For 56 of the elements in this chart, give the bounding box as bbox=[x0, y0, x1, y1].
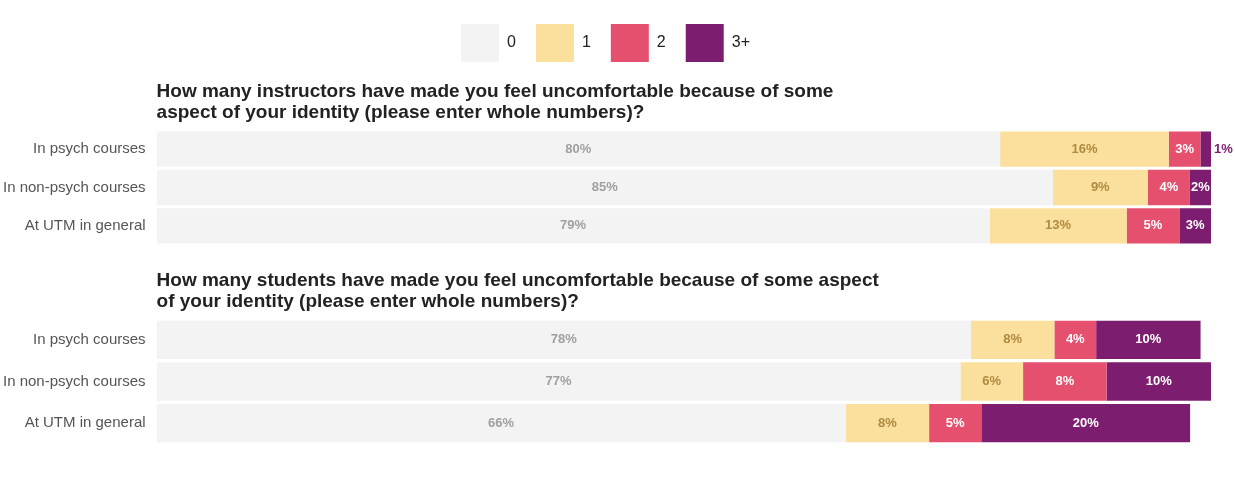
legend-label: 2 bbox=[656, 33, 666, 51]
bar bbox=[1023, 362, 1107, 401]
data-label: 5% bbox=[1143, 217, 1163, 233]
bar bbox=[970, 320, 1055, 359]
data-label: 85% bbox=[591, 179, 619, 195]
y-tick-label: In psych courses bbox=[33, 329, 146, 347]
data-label: 8% bbox=[1003, 331, 1023, 347]
bar bbox=[156, 362, 961, 401]
data-label: 6% bbox=[982, 373, 1002, 389]
bar bbox=[960, 362, 1024, 401]
bar bbox=[1052, 169, 1148, 206]
data-label: 13% bbox=[1045, 217, 1072, 233]
bar bbox=[1200, 131, 1211, 167]
chart-title: How many instructors have made you feel uncomfortable because of some aspect of your identity (please enter whole numbers)? bbox=[156, 80, 834, 122]
bar bbox=[1096, 320, 1201, 359]
data-label: 2% bbox=[1191, 179, 1211, 195]
data-label: 78% bbox=[550, 331, 578, 347]
legend-label: 1 bbox=[581, 33, 591, 51]
bar bbox=[989, 208, 1127, 244]
data-label: 8% bbox=[1055, 373, 1075, 389]
bar bbox=[1106, 362, 1211, 401]
data-label: 1% bbox=[1214, 140, 1234, 156]
data-label: 4% bbox=[1065, 331, 1086, 347]
legend-label: 0 bbox=[507, 33, 517, 51]
y-tick-label: In non-psych courses bbox=[3, 371, 146, 389]
data-label: 79% bbox=[560, 217, 587, 233]
bar bbox=[1126, 208, 1180, 244]
data-label: 16% bbox=[1071, 140, 1098, 156]
bar bbox=[156, 131, 1001, 167]
bar bbox=[1147, 169, 1190, 206]
bar bbox=[156, 320, 971, 359]
y-tick-label: At UTM in general bbox=[24, 215, 146, 233]
data-label: 9% bbox=[1090, 179, 1111, 195]
bar bbox=[156, 208, 990, 244]
bar bbox=[929, 404, 982, 443]
data-label: 77% bbox=[545, 373, 572, 389]
bar bbox=[1054, 320, 1097, 359]
data-label: 8% bbox=[877, 414, 898, 430]
data-label: 10% bbox=[1145, 373, 1173, 389]
data-label: 3% bbox=[1175, 140, 1195, 156]
data-label: 66% bbox=[488, 414, 515, 430]
data-label: 20% bbox=[1072, 414, 1100, 430]
data-label: 3% bbox=[1185, 217, 1206, 233]
y-tick-label: At UTM in general bbox=[24, 413, 146, 431]
data-label: 10% bbox=[1135, 331, 1162, 347]
y-tick-label: In non-psych courses bbox=[3, 177, 146, 195]
chart-title: How many students have made you feel uncomfortable because of some aspect of your identity (please enter whole numbers)? bbox=[156, 269, 880, 311]
y-tick-label: In psych courses bbox=[33, 139, 146, 157]
bar bbox=[156, 404, 846, 443]
data-label: 80% bbox=[565, 140, 592, 156]
data-label: 4% bbox=[1159, 179, 1179, 195]
bar bbox=[845, 404, 930, 443]
bar bbox=[1000, 131, 1169, 167]
bar bbox=[981, 404, 1191, 443]
data-label: 5% bbox=[945, 414, 966, 430]
legend-label: 3+ bbox=[731, 33, 750, 51]
